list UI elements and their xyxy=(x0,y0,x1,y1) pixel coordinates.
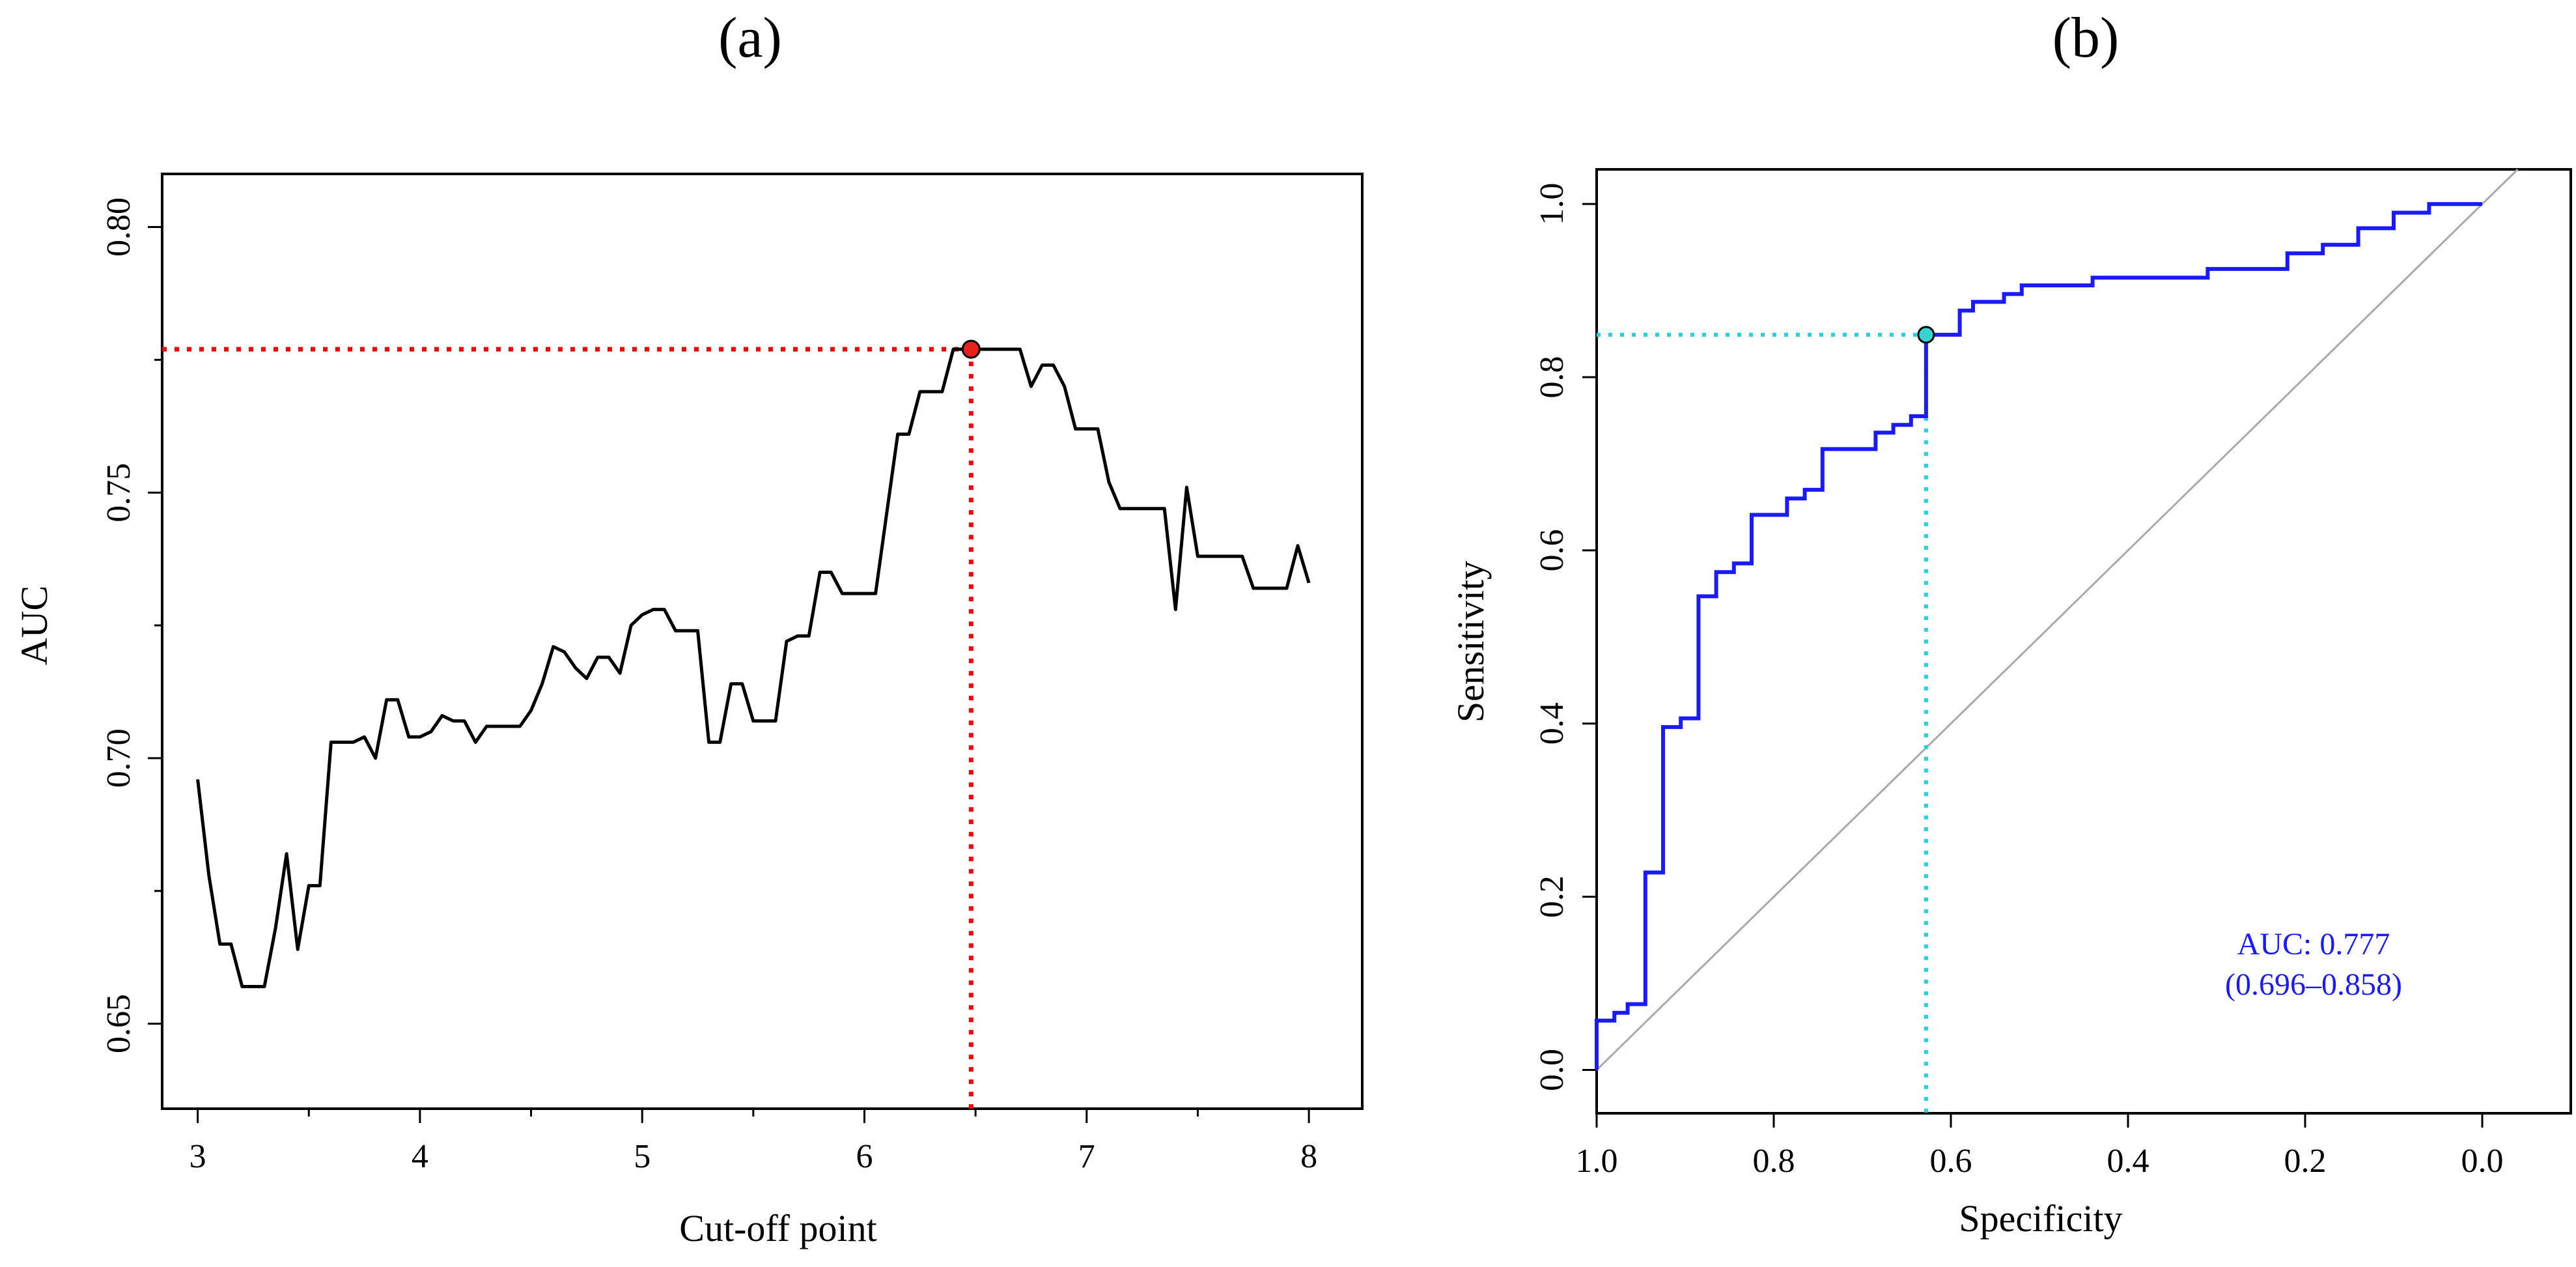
panel-a-auc-series-line xyxy=(196,347,1311,988)
auc-annotation-line-2: (0.696–0.858) xyxy=(2225,967,2402,1002)
panel-b-y-tick-label: 0.8 xyxy=(1533,356,1571,399)
panel-a-x-tick-label: 3 xyxy=(189,1138,206,1175)
panel-a-plot-area xyxy=(162,339,1311,1109)
panel-b-y-axis: 0.0 0.2 0.4 0.6 0.8 1.0 xyxy=(1533,183,1597,1091)
panel-a-x-axis-title: Cut-off point xyxy=(679,1207,876,1249)
panel-a-auc-by-cutoff: (a) 3 4 5 6 7 8 0.65 0.70 0.75 0.80 Cut-off poin… xyxy=(13,7,1364,1249)
panel-b-roc: (b) 1.0 0.8 0.6 0.4 0.2 0.0 0.00.20.40.60.81.… xyxy=(1449,7,2572,1240)
panel-a-x-tick-label: 7 xyxy=(1078,1138,1095,1175)
panel-b-y-tick-label: 0.4 xyxy=(1533,702,1571,745)
panel-b-optimal-point xyxy=(1917,326,1935,344)
panel-b-y-axis-title: Sensitivity xyxy=(1449,561,1492,722)
panel-a-y-tick-label: 0.70 xyxy=(100,728,137,788)
panel-b-plot-area xyxy=(1595,168,2519,1113)
panel-a-plot-frame xyxy=(161,173,1364,1110)
panel-b-x-tick-label: 0.6 xyxy=(1930,1143,1972,1180)
panel-b-x-axis-title: Specificity xyxy=(1959,1197,2122,1240)
panel-b-y-tick-label: 0.6 xyxy=(1533,529,1571,571)
panel-a-y-tick-label: 0.65 xyxy=(100,994,137,1053)
panel-b-x-tick-label: 1.0 xyxy=(1576,1143,1618,1180)
panel-a-y-axis: 0.65 0.70 0.75 0.80 xyxy=(100,197,162,1053)
panel-b-label: (b) xyxy=(2052,7,2120,70)
panel-b-y-tick-label: 1.0 xyxy=(1533,183,1571,225)
panel-a-x-tick-label: 5 xyxy=(634,1138,651,1175)
panel-b-roc-curve xyxy=(1595,202,2482,1070)
panel-a-x-tick-label: 4 xyxy=(412,1138,428,1175)
panel-b-y-tick-label: 0.0 xyxy=(1533,1049,1571,1091)
panel-b-x-tick-label: 0.0 xyxy=(2461,1143,2504,1180)
panel-b-plot-frame xyxy=(1595,168,2572,1115)
panel-a-optimal-point xyxy=(961,339,981,359)
panel-b-x-tick-label: 0.4 xyxy=(2107,1143,2149,1180)
panel-a-label: (a) xyxy=(718,7,782,70)
panel-b-y-tick-label: 0.2 xyxy=(1533,876,1571,918)
panel-a-y-axis-title: AUC xyxy=(13,586,55,665)
panel-b-reference-diagonal xyxy=(1595,168,2519,1071)
panel-a-x-tick-label: 6 xyxy=(856,1138,873,1175)
panel-b-x-tick-label: 0.2 xyxy=(2284,1143,2327,1180)
auc-annotation-line-1: AUC: 0.777 xyxy=(2237,927,2390,961)
panel-a-x-axis: 3 4 5 6 7 8 xyxy=(189,1109,1317,1175)
panel-b-x-tick-label: 0.8 xyxy=(1753,1143,1795,1180)
panel-a-x-tick-label: 8 xyxy=(1300,1138,1317,1175)
panel-a-y-tick-label: 0.75 xyxy=(100,463,137,522)
panel-b-x-axis: 1.0 0.8 0.6 0.4 0.2 0.0 xyxy=(1576,1113,2504,1180)
panel-a-y-tick-label: 0.80 xyxy=(100,197,137,257)
